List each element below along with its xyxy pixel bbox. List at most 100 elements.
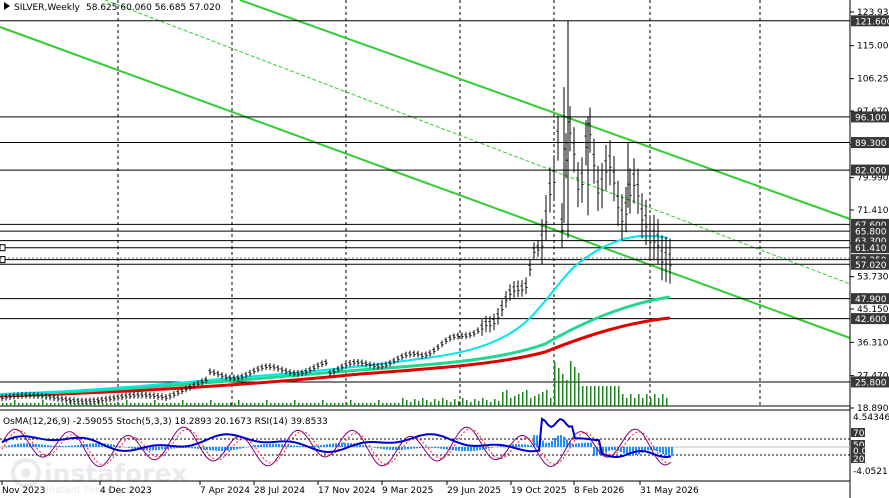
osma-bar [173, 447, 175, 449]
volume-bar [10, 403, 12, 406]
volume-bar [562, 374, 564, 406]
volume-bar [650, 398, 652, 406]
ind-scale-label: 4.54346 [853, 413, 889, 423]
volume-bar [550, 398, 552, 406]
volume-bar [522, 392, 524, 406]
watermark-tagline: Instant Forex Trading [46, 485, 151, 496]
osma-bar [236, 447, 238, 450]
volume-bar [250, 403, 252, 406]
osma-bar [224, 447, 226, 451]
volume-bar [374, 403, 376, 406]
volume-bar [446, 400, 448, 406]
volume-bar [278, 403, 280, 406]
osma-bar [575, 443, 577, 447]
volume-bar [530, 398, 532, 406]
osma-bar [131, 447, 133, 449]
grid [117, 0, 761, 406]
date-label: 31 May 2026 [640, 486, 699, 496]
volume-bar [134, 403, 136, 406]
osma-bar [320, 445, 322, 447]
osma-bar [653, 447, 655, 451]
osma-bar [257, 444, 259, 447]
osma-bar [374, 447, 376, 448]
stoch-main-line [1, 426, 672, 468]
osma-bar [527, 444, 529, 447]
volume-bar [426, 400, 428, 406]
ind-scale-label: 20 [853, 455, 865, 465]
volume-bar [14, 400, 16, 406]
osma-bar [500, 445, 502, 447]
volume-bar [222, 403, 224, 406]
osma-bar [266, 443, 268, 447]
volume-bar [606, 386, 608, 406]
osma-bar [482, 447, 484, 450]
volume-bar [62, 403, 64, 406]
volume-bar [602, 386, 604, 406]
volume-bar [122, 403, 124, 406]
price-axis[interactable]: 123.930115.000106.25097.67088.82079.9907… [850, 8, 889, 414]
volume-bar [438, 401, 440, 406]
level-tag-bg [851, 235, 889, 247]
volume-bar [82, 403, 84, 406]
osma-bar [647, 447, 649, 451]
volume-bar [198, 403, 200, 406]
osma-bar [659, 447, 661, 453]
ind-scale-label: 0.00 [853, 447, 873, 457]
ind-scale-tag-bg [851, 454, 865, 463]
volume-bar [534, 396, 536, 406]
volume-bar [586, 386, 588, 406]
volume-bar [574, 367, 576, 406]
price-label: 115.000 [857, 42, 889, 52]
osma-bar [299, 445, 301, 447]
volume-bar [246, 403, 248, 406]
osma-bar [608, 447, 610, 451]
osma-bar [542, 440, 544, 447]
volume-bar [114, 403, 116, 406]
level-tag-bg [851, 242, 889, 254]
volume-bar [6, 403, 8, 406]
osma-bar [293, 445, 295, 447]
volume-bar [106, 403, 108, 406]
volume-bar [90, 403, 92, 406]
volume-bar [526, 390, 528, 406]
volume-bar [346, 403, 348, 406]
osma-bar [113, 444, 115, 447]
date-label: 17 Nov 2024 [318, 486, 376, 496]
osma-bar [485, 447, 487, 450]
osma-bar [524, 444, 526, 447]
osma-bar [407, 447, 409, 450]
osma-bar [473, 447, 475, 451]
osma-bar [182, 447, 184, 448]
volume-bar [206, 403, 208, 406]
osma-bar [512, 444, 514, 447]
level-tag: 96.100 [855, 113, 887, 123]
level-tag-bg [851, 258, 889, 270]
volume-bar [150, 403, 152, 406]
date-label: 29 Jun 2025 [447, 486, 501, 496]
volume-bar [598, 386, 600, 406]
osma-bar [32, 443, 34, 447]
osma-bar [476, 447, 478, 451]
volume-bar [70, 400, 72, 406]
osma-bar [644, 447, 646, 452]
osma-bar [377, 447, 379, 449]
osma-bar [557, 435, 559, 447]
date-label: 28 Jul 2024 [254, 486, 305, 496]
volume-bar [630, 394, 632, 406]
watermark-brand: instaforex [44, 459, 188, 488]
volume-bar [378, 400, 380, 406]
osma-bar [35, 443, 37, 447]
price-label: 71.410 [857, 206, 889, 216]
osma-bar [194, 447, 196, 449]
osma-bar [491, 447, 493, 448]
volume-bar [402, 398, 404, 406]
volume-bar [186, 403, 188, 406]
date-label: 19 Oct 2025 [511, 486, 567, 496]
volume-bar [434, 399, 436, 406]
osma-bar [626, 447, 628, 455]
osma-bar [53, 445, 55, 447]
volume-bar [270, 403, 272, 406]
osma-bar [395, 447, 397, 451]
